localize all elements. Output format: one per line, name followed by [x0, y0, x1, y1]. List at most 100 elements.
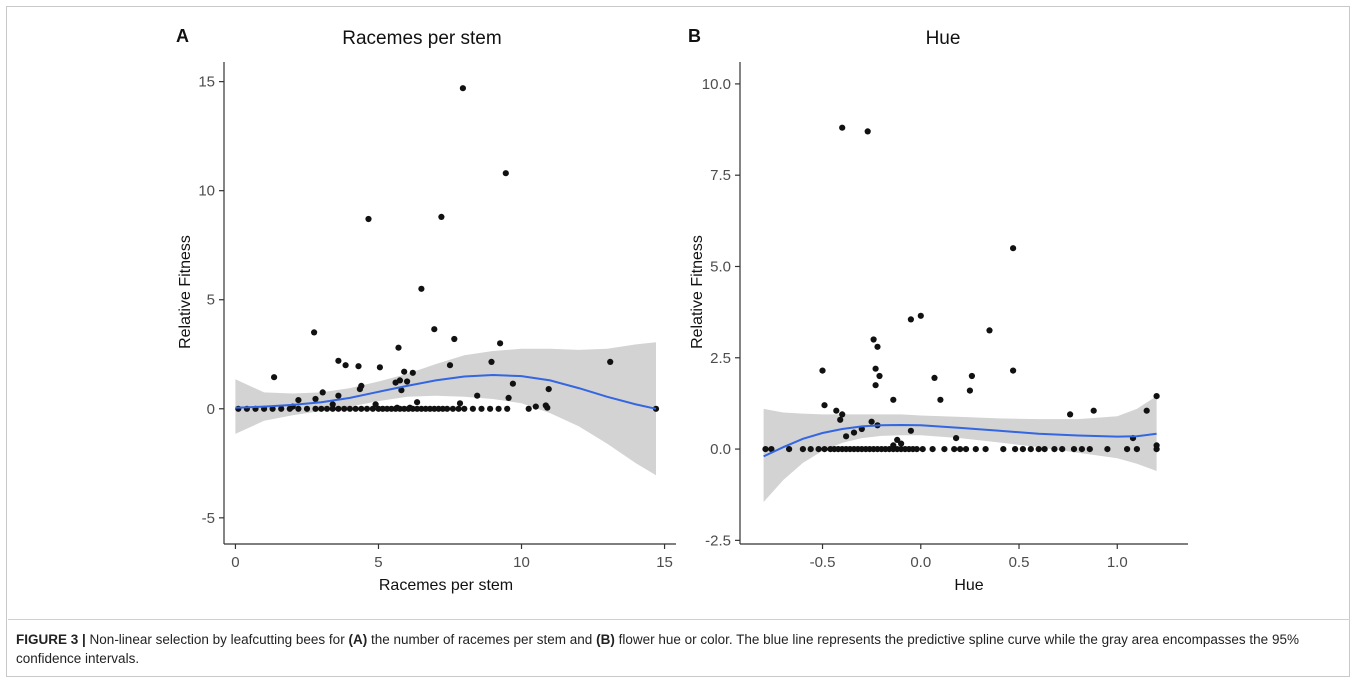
- panel-b-data-point: [762, 446, 769, 453]
- panel-a-data-point: [455, 405, 462, 412]
- panel-b-data-point: [868, 418, 875, 425]
- panel-b-data-point: [968, 372, 976, 380]
- panel-a-data-point: [319, 389, 326, 396]
- panel-a-data-point: [396, 405, 403, 412]
- panel-a-data-point: [372, 401, 379, 408]
- panel-a-data-point: [544, 404, 551, 411]
- panel-b-data-point: [890, 396, 897, 403]
- panel-b-data-point: [972, 446, 979, 453]
- panel-b-data-point: [850, 429, 858, 436]
- panel-a-data-point: [422, 405, 429, 412]
- panel-b-spline-line: [763, 423, 1157, 458]
- panel-a-data-point: [505, 394, 512, 401]
- caption-panel-b-ref: (B): [596, 632, 615, 647]
- caption-text-2: the number of racemes per stem and: [367, 632, 597, 647]
- panel-a-data-point: [525, 405, 532, 412]
- panel-a-data-point: [355, 363, 362, 370]
- panel-a-data-point: [418, 405, 425, 412]
- panel-b-y-tick-label: 10.0: [702, 76, 731, 93]
- panel-a-data-point: [312, 395, 319, 403]
- panel-b-data-point: [1078, 446, 1085, 453]
- panel-b-data-point: [843, 433, 850, 440]
- panel-a-plot: 0 5 10 15 -5 0 5 10 15: [198, 62, 676, 571]
- panel-b-data-point: [1012, 446, 1019, 453]
- panel-b-data-point: [907, 316, 915, 323]
- panel-b-y-tick-label: 7.5: [710, 167, 731, 184]
- panel-a-letter: A: [176, 26, 189, 46]
- panel-a-data-point: [478, 405, 485, 412]
- panel-b-data-point: [937, 396, 944, 403]
- panel-b-data-point: [1041, 446, 1048, 453]
- panel-b-data-point: [874, 343, 881, 350]
- panel-b-data-point: [894, 436, 901, 443]
- panel-b-data-point: [1070, 446, 1078, 453]
- panel-b-data-point: [1153, 393, 1160, 400]
- panel-b-data-point: [872, 382, 879, 389]
- panel-b-data-point: [929, 446, 936, 453]
- panel-a-data-point: [335, 392, 342, 399]
- panel-a-data-point: [404, 378, 411, 385]
- panel-b-data-point: [1067, 411, 1074, 418]
- panel-b-data-point: [1143, 407, 1150, 414]
- panel-a-data-point: [409, 405, 416, 412]
- panel-a-data-point: [444, 405, 451, 412]
- caption-panel-a-ref: (A): [348, 632, 368, 647]
- panel-a-data-point: [409, 369, 416, 376]
- panel-b-data-point: [1059, 446, 1066, 453]
- panel-a-x-tick-label: 15: [656, 554, 673, 571]
- panel-b-data-point: [815, 446, 822, 453]
- panel-a-data-point: [431, 326, 438, 333]
- panel-b-letter: B: [688, 26, 701, 46]
- panel-a-data-point: [363, 405, 371, 412]
- panel-b-data-point: [913, 446, 920, 453]
- panel-b-data-point: [1051, 446, 1058, 453]
- panel-a-data-point: [439, 405, 446, 412]
- panel-b-title: Hue: [926, 28, 961, 49]
- panel-b-data-point: [898, 440, 905, 447]
- panel-a-confidence-band: [235, 342, 656, 476]
- panel-a-data-point: [426, 405, 434, 412]
- panel-a-title: Racemes per stem: [342, 28, 501, 49]
- panel-a-data-point: [318, 405, 325, 412]
- caption-label: FIGURE 3 |: [16, 632, 86, 647]
- panel-a-data-point: [401, 368, 408, 375]
- panel-a-data-point: [504, 405, 511, 412]
- panel-a-data-point: [335, 405, 342, 412]
- panel-a-data-point: [451, 335, 458, 343]
- panel-a-ylabel: Relative Fitness: [177, 235, 194, 349]
- panel-b-data-point: [1133, 446, 1140, 453]
- panel-a-data-point: [335, 357, 342, 364]
- panel-b-data-point: [807, 446, 814, 453]
- panel-b-y-tick-label: 5.0: [710, 258, 731, 275]
- panel-a-data-point: [342, 362, 349, 369]
- panel-b-data-point: [951, 446, 958, 453]
- panel-b-data-point: [1086, 446, 1093, 453]
- panel-b-data-point: [1019, 446, 1026, 453]
- panel-a-data-point: [341, 405, 348, 412]
- panel-a-data-point: [286, 405, 293, 412]
- panel-b-data-point: [819, 367, 826, 374]
- figure-frame: [6, 6, 1350, 677]
- panel-a-data-point: [379, 405, 386, 412]
- panel-b-x-tick-label: -0.5: [810, 554, 836, 571]
- panel-b-x-tick-label: 1.0: [1107, 554, 1128, 571]
- panel-a-data-point: [459, 85, 466, 92]
- panel-b-data-point: [1153, 446, 1160, 453]
- panel-b-data-point: [941, 446, 948, 453]
- panel-b-x-tick-label: 0.0: [910, 554, 931, 571]
- panel-a-data-point: [405, 405, 412, 412]
- panel-b-data-point: [1124, 446, 1131, 453]
- panel-a-data-point: [369, 405, 376, 412]
- panel-a-data-point: [303, 405, 311, 412]
- panel-a-data-point: [269, 405, 276, 412]
- panel-a-data-point: [396, 377, 403, 384]
- panel-a-x-tick-label: 0: [231, 554, 239, 571]
- panel-b-data-point: [919, 446, 926, 453]
- panel-a-spline-line: [235, 373, 657, 410]
- panel-a-data-point: [401, 405, 408, 412]
- panel-b-data-point: [907, 427, 915, 434]
- panel-a-data-point: [509, 380, 516, 387]
- panel-a-data-point: [497, 340, 504, 347]
- panel-b-data-point: [962, 446, 970, 453]
- panel-a-data-point: [392, 405, 399, 412]
